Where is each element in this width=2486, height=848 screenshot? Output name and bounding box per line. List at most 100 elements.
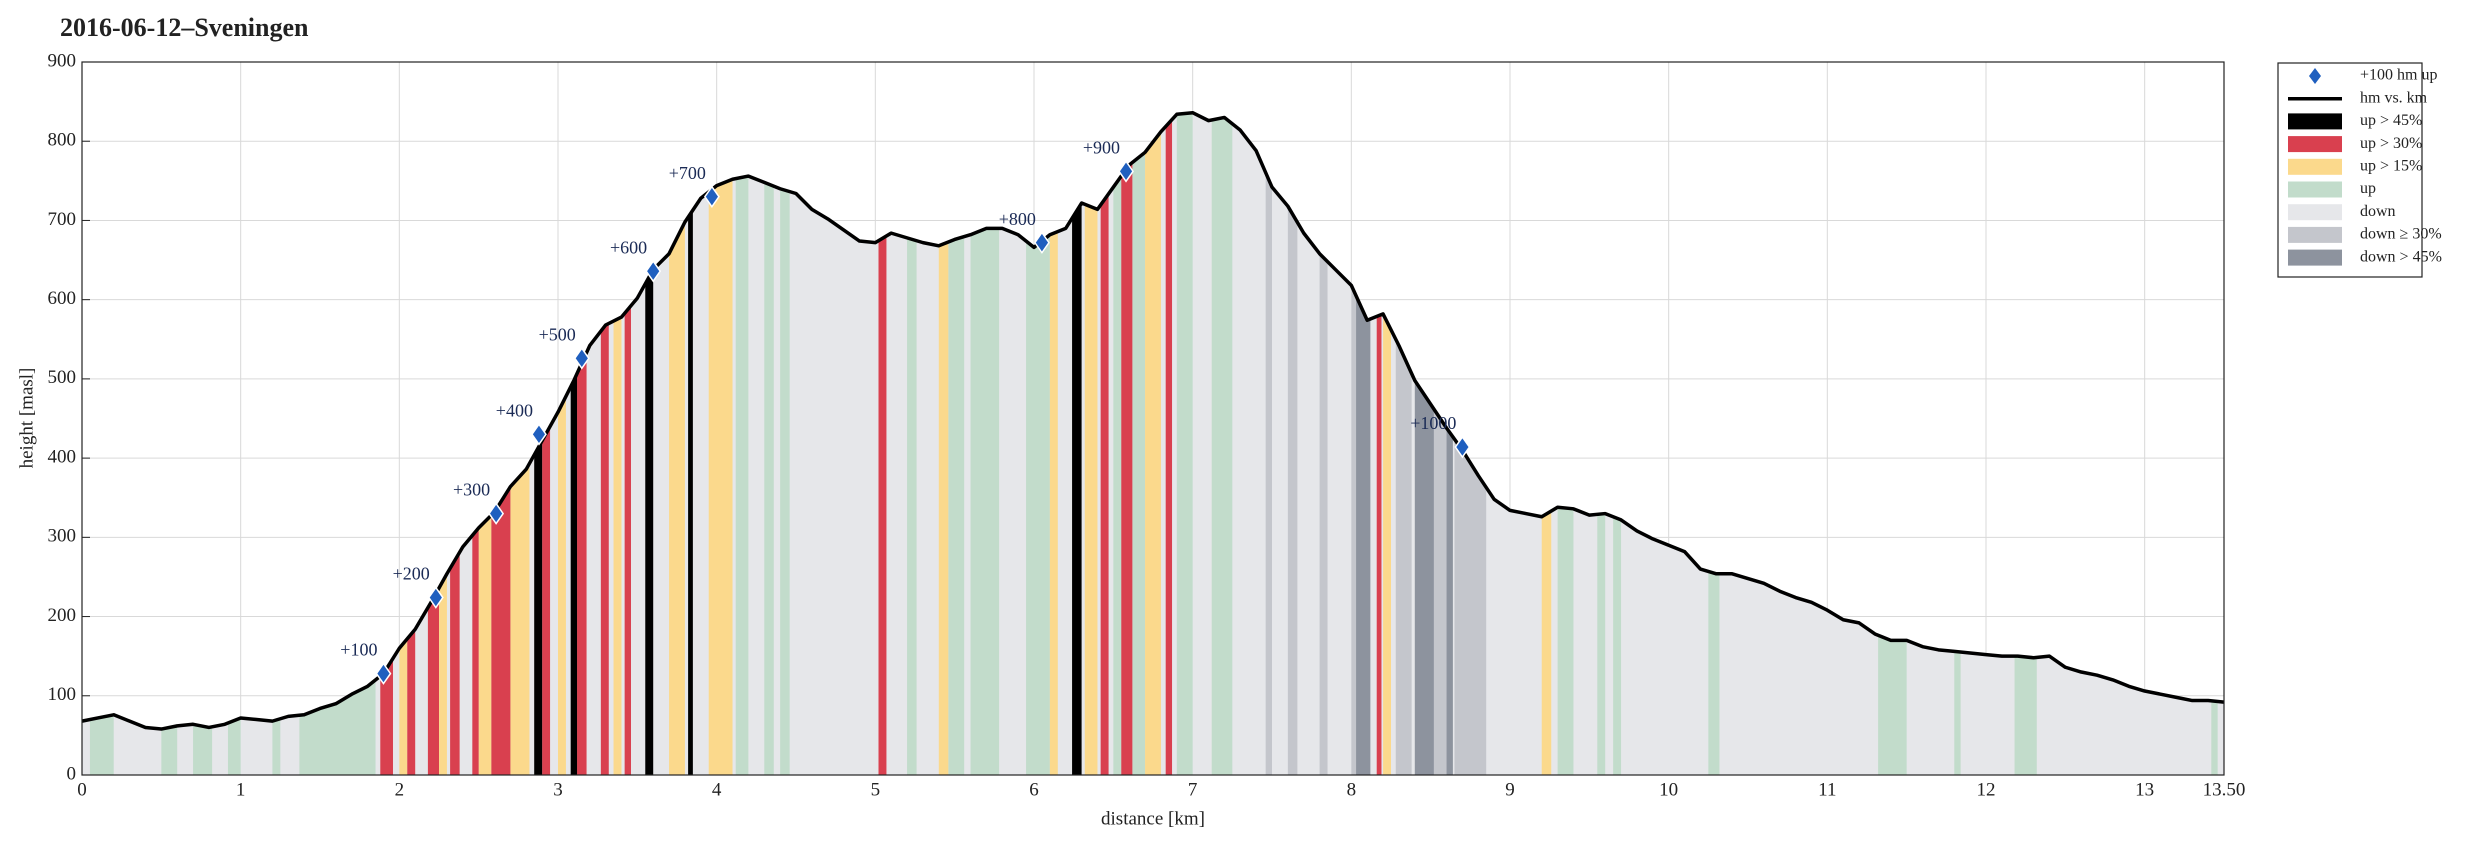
slope-band: [938, 112, 949, 775]
gain-label: +500: [539, 324, 576, 344]
legend-label: +100 hm up: [2360, 67, 2437, 84]
slope-band: [570, 112, 578, 775]
slope-band: [1145, 112, 1161, 775]
gain-label: +1000: [1410, 413, 1456, 433]
slope-band: [1383, 112, 1391, 775]
slope-band: [1026, 112, 1050, 775]
slope-band: [534, 112, 543, 775]
x-tick-label: 4: [712, 779, 722, 800]
legend-symbol: [2288, 113, 2342, 130]
gain-marker: [1454, 435, 1471, 459]
chart-title: 2016-06-12–Sveningen: [60, 13, 309, 42]
slope-band: [1113, 112, 1122, 775]
slope-band: [161, 112, 178, 775]
x-axis-label: distance [km]: [1101, 808, 1205, 829]
legend-symbol: [2288, 249, 2342, 266]
slope-band: [624, 112, 631, 775]
x-tick-label: 3: [553, 779, 563, 800]
slope-band: [1708, 112, 1720, 775]
slope-band: [542, 112, 551, 775]
legend-symbol: [2288, 158, 2342, 175]
x-tick-label: 9: [1505, 779, 1515, 800]
legend-symbol: [2288, 181, 2342, 198]
gain-marker: [645, 259, 662, 283]
legend-label: up > 15%: [2360, 157, 2422, 174]
slope-band: [1541, 112, 1552, 775]
slope-band: [1084, 112, 1098, 775]
slope-band: [407, 112, 416, 775]
slope-band: [1954, 112, 1961, 775]
legend-label: up > 30%: [2360, 135, 2422, 152]
y-tick-label: 0: [67, 763, 77, 784]
slope-band: [558, 112, 566, 775]
legend-symbol: [2309, 68, 2321, 84]
x-tick-label: 1: [236, 779, 246, 800]
slope-band: [1287, 112, 1298, 775]
slope-band: [478, 112, 492, 775]
y-tick-label: 400: [48, 446, 77, 467]
gain-marker: [488, 502, 505, 525]
gain-marker: [427, 586, 444, 609]
slope-band: [1597, 112, 1606, 775]
slope-band: [193, 112, 213, 775]
legend-symbol: [2288, 136, 2342, 153]
slope-band: [439, 112, 447, 775]
slope-band: [1878, 112, 1907, 775]
slope-band: [1395, 112, 1412, 775]
x-tick-label: 11: [1818, 779, 1836, 800]
slope-band: [1121, 112, 1133, 775]
slope-band: [1319, 112, 1328, 775]
gain-label: +600: [610, 237, 647, 257]
slope-band: [1376, 112, 1382, 775]
slope-band: [1072, 112, 1082, 775]
slope-band: [688, 112, 693, 775]
slope-band: [1100, 112, 1109, 775]
slope-band: [1613, 112, 1622, 775]
slope-band: [2014, 112, 2037, 775]
slope-band: [399, 112, 408, 775]
gain-marker: [531, 423, 547, 446]
slope-band: [1356, 112, 1371, 775]
x-tick-label: 13.50: [2203, 779, 2246, 800]
legend-label: hm vs. km: [2360, 89, 2428, 106]
slope-band: [878, 112, 887, 775]
gain-marker: [375, 662, 392, 685]
slope-band: [272, 112, 281, 775]
x-tick-label: 10: [1659, 779, 1678, 800]
y-tick-label: 200: [48, 605, 77, 626]
gain-label: +400: [496, 400, 533, 420]
y-tick-label: 100: [48, 684, 77, 705]
slope-band: [1165, 112, 1173, 775]
y-axis-label: height [masl]: [16, 368, 37, 469]
slope-band: [735, 112, 749, 775]
slope-band: [89, 112, 114, 775]
slope-band: [645, 112, 654, 775]
legend-symbol: [2288, 204, 2342, 221]
x-tick-label: 7: [1188, 779, 1198, 800]
x-tick-label: 6: [1029, 779, 1039, 800]
y-tick-label: 300: [48, 526, 77, 547]
gain-marker: [1118, 160, 1134, 183]
profile-line: [81, 110, 2225, 731]
slope-band: [948, 112, 965, 775]
slope-band: [1351, 112, 1358, 775]
slope-band: [708, 112, 733, 775]
slope-band: [1132, 112, 1146, 775]
gain-marker: [573, 346, 590, 370]
x-tick-label: 12: [1977, 779, 1996, 800]
gain-label: +800: [999, 209, 1036, 229]
slope-band: [1265, 112, 1272, 775]
slope-band: [472, 112, 479, 775]
slope-band: [450, 112, 460, 775]
slope-band: [600, 112, 609, 775]
gain-label: +100: [340, 640, 377, 660]
slope-band: [1176, 112, 1193, 775]
legend-symbol: [2288, 226, 2342, 243]
slope-band: [227, 112, 241, 775]
x-tick-label: 5: [871, 779, 881, 800]
gain-marker: [703, 185, 720, 208]
legend-label: down > 45%: [2360, 248, 2442, 265]
y-tick-label: 600: [48, 288, 77, 309]
slope-band: [669, 112, 685, 775]
